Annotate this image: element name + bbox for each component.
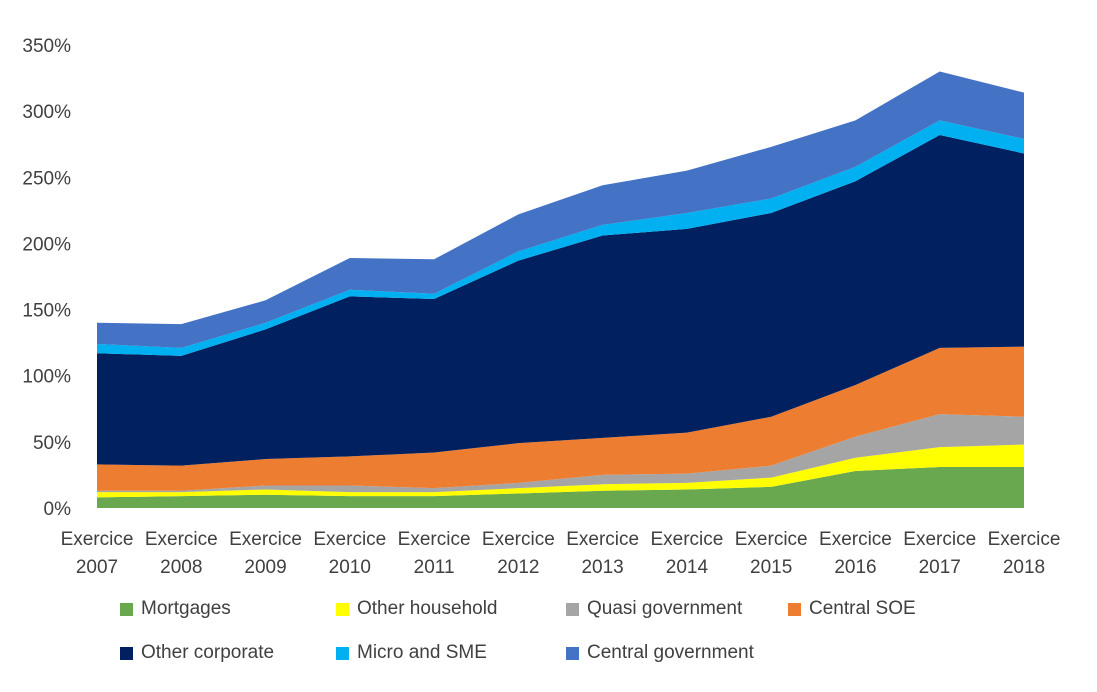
legend-item: Quasi government — [566, 598, 788, 620]
y-tick-label: 150% — [22, 301, 71, 322]
area-other-corporate — [97, 134, 1024, 466]
legend-label: Other corporate — [141, 642, 275, 663]
legend-item: Mortgages — [120, 598, 336, 620]
legend-swatch — [336, 646, 349, 660]
legend-label: Other household — [357, 598, 498, 619]
x-tick-label: Exercice 2017 — [903, 529, 976, 578]
area-layer — [97, 71, 1024, 508]
area-mortgages — [97, 466, 1024, 508]
x-tick-label: Exercice 2009 — [229, 529, 302, 578]
x-tick-label: Exercice 2010 — [313, 529, 386, 578]
y-tick-label: 350% — [22, 36, 71, 57]
area-quasi-government — [97, 414, 1024, 493]
y-tick-label: 250% — [22, 168, 71, 189]
y-tick-label: 200% — [22, 234, 71, 255]
legend-label: Mortgages — [141, 598, 231, 619]
legend: Mortgages Other household Quasi government… — [120, 598, 980, 664]
y-tick-label: 50% — [33, 433, 71, 454]
y-tick-label: 0% — [44, 499, 72, 520]
legend-swatch — [788, 602, 801, 616]
x-tick-label: Exercice 2007 — [61, 529, 134, 578]
legend-item: Central SOE — [788, 598, 948, 620]
x-tick-label: Exercice 2013 — [566, 529, 639, 578]
x-tick-label: Exercice 2014 — [650, 529, 723, 578]
area-other-household — [97, 444, 1024, 498]
y-tick-label: 300% — [22, 102, 71, 123]
legend-item: Central government — [566, 642, 788, 664]
y-tick-label: 100% — [22, 367, 71, 388]
area-central-soe — [97, 346, 1024, 491]
x-tick-label: Exercice 2018 — [988, 529, 1061, 578]
legend-item: Other household — [336, 598, 566, 620]
x-tick-label: Exercice 2008 — [145, 529, 218, 578]
y-axis: 0% 50% 100% 150% 200% 250% 300% 350% — [22, 36, 71, 520]
area-central-government — [97, 71, 1024, 348]
legend-item: Other corporate — [120, 642, 336, 664]
legend-swatch — [120, 646, 133, 660]
legend-label: Quasi government — [587, 598, 743, 619]
legend-item: Micro and SME — [336, 642, 566, 664]
legend-swatch — [566, 602, 579, 616]
legend-swatch — [336, 602, 349, 616]
legend-label: Micro and SME — [357, 642, 487, 663]
legend-swatch — [566, 646, 579, 660]
x-tick-label: Exercice 2015 — [735, 529, 808, 578]
legend-label: Central SOE — [809, 598, 916, 619]
x-tick-label: Exercice 2011 — [398, 529, 471, 578]
area-micro-and-sme — [97, 120, 1024, 356]
x-tick-label: Exercice 2016 — [819, 529, 892, 578]
x-tick-label: Exercice 2012 — [482, 529, 555, 578]
legend-swatch — [120, 602, 133, 616]
stacked-area-chart: 0% 50% 100% 150% 200% 250% 300% 350% Exercice 20… — [22, 36, 1061, 578]
legend-label: Central government — [587, 642, 754, 663]
